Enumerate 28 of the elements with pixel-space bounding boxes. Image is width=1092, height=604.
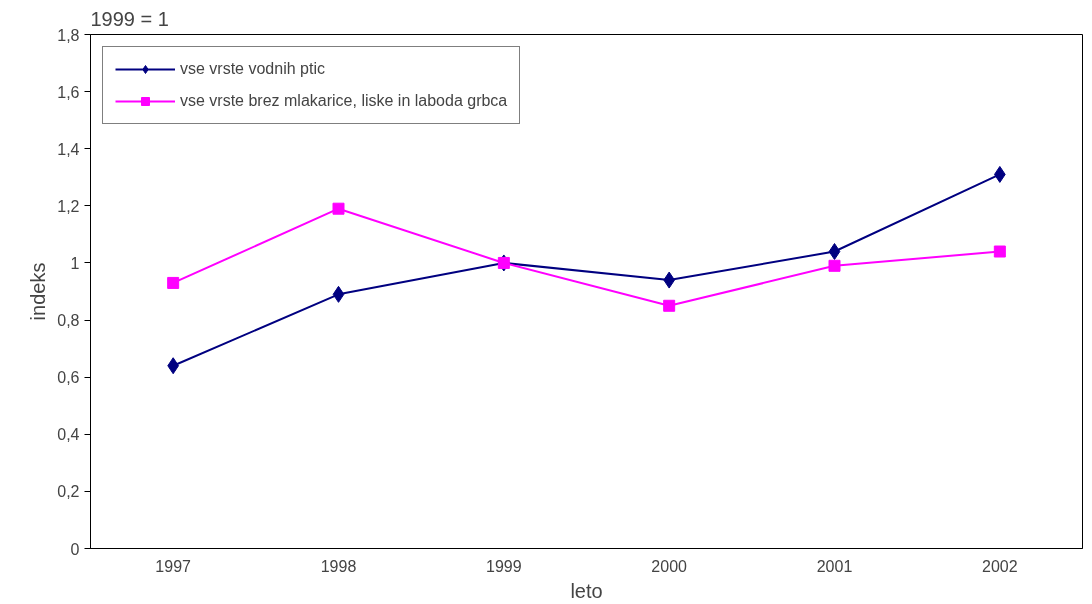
- x-tick-label: 1998: [320, 557, 357, 575]
- y-tick-label: 0,6: [57, 369, 80, 387]
- y-tick-label: 1: [70, 254, 80, 272]
- x-tick-label: 1997: [155, 557, 192, 575]
- point: [828, 259, 841, 272]
- y-tick-label: 1,4: [57, 140, 80, 158]
- y-axis-title: indeks: [27, 262, 50, 321]
- x-tick-label: 2001: [816, 557, 853, 575]
- y-tick-label: 0,4: [57, 426, 80, 444]
- y-tick-label: 0: [70, 540, 80, 558]
- y-tick-label: 0,8: [57, 312, 80, 330]
- y-tick-label: 1,6: [57, 83, 80, 101]
- point: [828, 243, 841, 261]
- legend-label: vse vrste vodnih ptic: [180, 60, 325, 78]
- x-tick-label: 2000: [651, 557, 688, 575]
- point: [993, 245, 1006, 258]
- text: 1999 = 1: [90, 7, 169, 30]
- point: [663, 299, 676, 312]
- x-tick-label: 2002: [982, 557, 1018, 575]
- y-tick-label: 1,8: [57, 26, 80, 44]
- x-axis-title: leto: [570, 579, 603, 602]
- y-tick-label: 0,2: [57, 483, 80, 501]
- x-tick-label: 1999: [486, 557, 522, 575]
- point: [167, 276, 180, 289]
- point: [332, 202, 345, 215]
- y-tick-label: 1,2: [57, 197, 80, 215]
- point: [332, 285, 345, 303]
- legend-label: vse vrste brez mlakarice, liske in laboda grbca: [180, 92, 508, 110]
